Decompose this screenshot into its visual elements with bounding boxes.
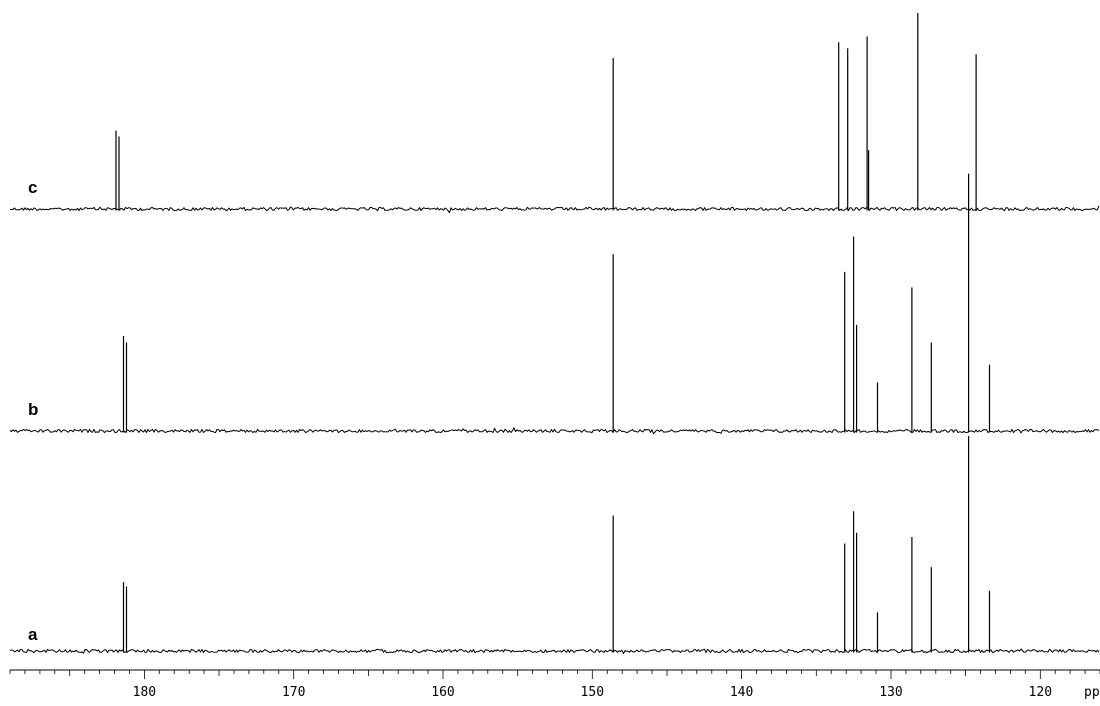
tick-label: 140 [730, 685, 753, 700]
trace-label-c: c [28, 178, 37, 197]
trace-b [9, 210, 1100, 435]
tick-label: 150 [581, 685, 604, 700]
x-axis-tick-labels: 180 170 160 150 140 130 120 [133, 685, 1052, 700]
trace-c [9, 13, 1100, 214]
trace-labels: c b a [28, 178, 38, 644]
x-axis: 180 170 160 150 140 130 120 ppm [9, 669, 1100, 700]
tick-label: 160 [431, 685, 454, 700]
tick-label: 170 [282, 685, 305, 700]
spectrum-traces [9, 13, 1100, 655]
x-axis-minor-ticks [9, 670, 1100, 676]
baseline-a [9, 648, 1100, 655]
x-axis-major-ticks [143, 670, 1041, 679]
trace-label-a: a [28, 625, 38, 644]
baseline-c [9, 205, 1100, 214]
trace-a [9, 436, 1100, 655]
tick-label: 180 [133, 685, 156, 700]
tick-label: 120 [1029, 685, 1052, 700]
baseline-b [9, 427, 1100, 435]
tick-label: 130 [879, 685, 902, 700]
x-axis-unit-label: ppm [1084, 685, 1100, 700]
trace-label-b: b [28, 400, 38, 419]
